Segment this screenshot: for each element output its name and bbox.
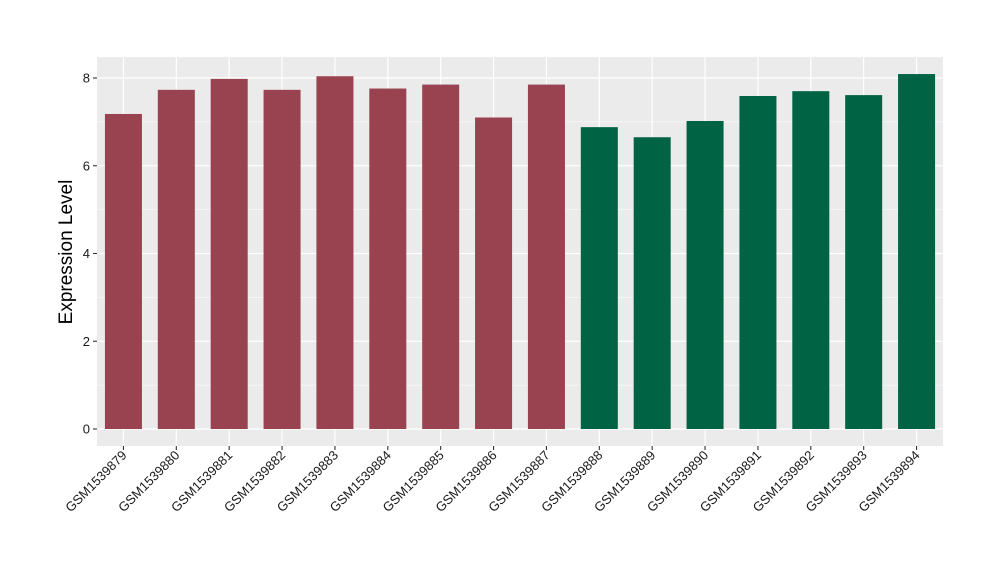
bar-layer bbox=[104, 74, 936, 430]
bar bbox=[157, 89, 195, 429]
y-tick-label: 2 bbox=[83, 334, 90, 349]
bar bbox=[104, 113, 142, 429]
y-tick-label: 0 bbox=[83, 422, 90, 437]
bar bbox=[686, 120, 724, 429]
bar bbox=[633, 137, 671, 429]
y-tick-label: 4 bbox=[83, 246, 90, 261]
bar bbox=[792, 91, 830, 429]
y-tick-label: 8 bbox=[83, 71, 90, 86]
bar bbox=[580, 127, 618, 429]
bar bbox=[898, 74, 936, 430]
bar bbox=[263, 89, 301, 429]
bar bbox=[316, 76, 354, 430]
x-axis: GSM1539879GSM1539880GSM1539881GSM1539882… bbox=[62, 446, 923, 515]
bar bbox=[422, 84, 460, 430]
bar bbox=[739, 95, 777, 430]
y-axis-title: Expression Level bbox=[56, 180, 77, 325]
bar bbox=[845, 95, 883, 429]
y-axis: 0 2 4 6 8 bbox=[83, 71, 97, 437]
bar bbox=[527, 84, 565, 430]
bar bbox=[369, 88, 407, 429]
bar bbox=[475, 117, 513, 430]
bar bbox=[210, 78, 248, 429]
y-tick-label: 6 bbox=[83, 158, 90, 173]
